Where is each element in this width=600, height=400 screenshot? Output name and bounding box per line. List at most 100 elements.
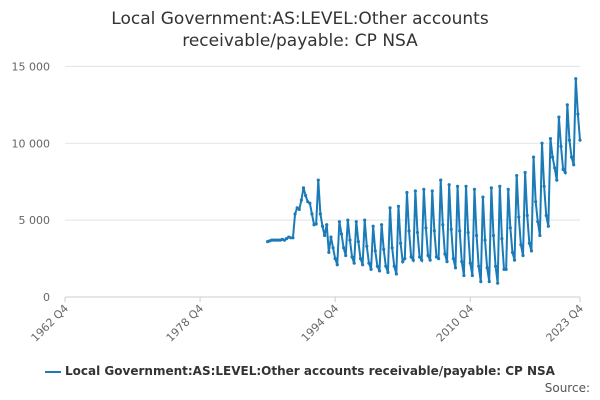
data-point <box>339 232 344 236</box>
chart: 0 5 000 10 000 15 000 1962 Q4 1978 Q4 1994 Q4 2… <box>12 60 587 345</box>
data-point <box>316 178 320 182</box>
data-point <box>348 238 352 242</box>
data-point <box>314 222 318 226</box>
data-point <box>299 198 303 202</box>
data-point <box>308 201 312 205</box>
data-point <box>367 261 371 265</box>
data-point <box>574 77 578 81</box>
data-point <box>542 184 546 188</box>
data-point <box>386 270 390 274</box>
data-point <box>394 272 398 276</box>
data-point <box>441 223 445 227</box>
data-point <box>550 155 555 159</box>
data-point <box>462 273 466 278</box>
data-point <box>436 256 441 261</box>
data-point <box>443 252 447 256</box>
data-point <box>474 233 479 238</box>
x-tick-label: 2010 Q4 <box>434 302 477 345</box>
data-point <box>293 212 297 216</box>
data-point <box>498 184 502 188</box>
data-point <box>398 241 403 245</box>
data-point <box>534 200 538 204</box>
data-point <box>553 166 557 170</box>
data-point <box>335 263 339 267</box>
data-point <box>320 224 325 228</box>
data-point <box>578 138 582 142</box>
data-point <box>377 269 382 273</box>
data-point <box>525 213 529 218</box>
data-point <box>449 227 453 231</box>
data-point <box>527 241 531 245</box>
data-point <box>403 256 407 261</box>
legend-label: Local Government:AS:LEVEL:Other accounts… <box>65 364 555 378</box>
data-point <box>559 144 563 148</box>
data-point <box>517 215 521 219</box>
data-point <box>489 186 493 190</box>
data-point <box>333 256 337 261</box>
data-point <box>358 256 363 261</box>
data-point <box>424 226 428 230</box>
data-point <box>536 220 540 224</box>
data-point <box>508 226 512 230</box>
data-point <box>430 189 434 193</box>
data-point <box>557 115 561 119</box>
data-point <box>415 230 420 235</box>
data-point <box>460 260 464 264</box>
data-point <box>572 163 576 167</box>
data-point <box>521 253 525 258</box>
data-point <box>569 155 574 159</box>
data-point <box>354 220 358 224</box>
data-point <box>529 249 534 253</box>
legend-swatch <box>45 370 62 373</box>
chart-title: Local Government:AS:LEVEL:Other accounts… <box>111 9 489 51</box>
data-point <box>466 230 470 235</box>
data-point <box>346 218 350 222</box>
data-point <box>369 267 373 271</box>
data-point <box>352 261 356 265</box>
data-point <box>500 236 504 241</box>
data-point <box>487 280 491 284</box>
data-point <box>407 229 411 233</box>
data-point <box>420 258 424 262</box>
data-point <box>515 173 519 178</box>
data-point <box>388 206 392 210</box>
data-point <box>396 204 401 208</box>
x-tick-label: 1994 Q4 <box>299 302 342 345</box>
data-point <box>411 258 415 262</box>
data-point <box>384 264 388 268</box>
data-point <box>373 249 377 253</box>
data-point <box>382 247 386 251</box>
data-point <box>390 246 394 250</box>
data-point <box>375 264 379 268</box>
data-point <box>483 238 487 242</box>
data-point <box>479 280 483 284</box>
data-point <box>337 220 341 224</box>
data-point <box>439 178 443 182</box>
data-point <box>555 178 559 182</box>
y-tick-label: 0 <box>43 291 50 304</box>
y-tick-label: 15 000 <box>12 60 51 73</box>
legend: Local Government:AS:LEVEL:Other accounts… <box>0 364 600 378</box>
data-point <box>356 240 360 244</box>
source: Source: <box>544 381 590 395</box>
data-point <box>576 112 580 116</box>
data-point <box>561 167 565 171</box>
data-point <box>344 253 348 258</box>
data-point <box>379 223 384 227</box>
y-tick-label: 10 000 <box>12 137 51 150</box>
data-point <box>563 170 567 175</box>
data-point <box>523 170 527 175</box>
data-point <box>323 233 327 238</box>
data-point <box>318 212 322 216</box>
data-point <box>540 141 544 145</box>
data-point <box>428 258 432 262</box>
data-point <box>361 263 365 267</box>
data-point <box>538 233 542 238</box>
data-point <box>327 250 331 255</box>
data-point <box>365 244 369 248</box>
data-point <box>472 187 477 191</box>
data-point <box>485 266 489 270</box>
data-point <box>453 266 458 270</box>
data-point <box>567 138 572 142</box>
